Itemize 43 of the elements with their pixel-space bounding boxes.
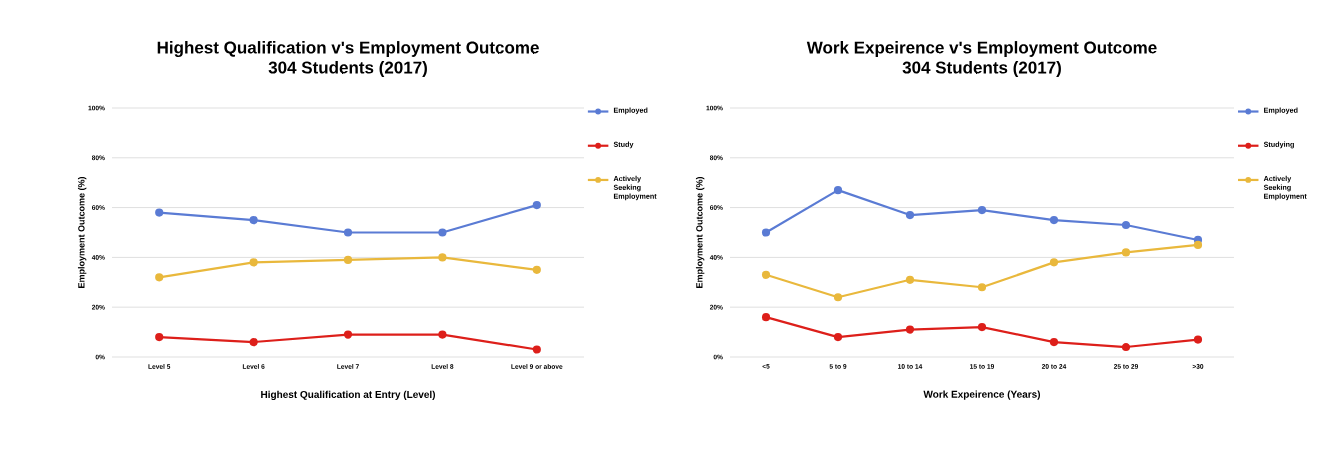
point (532, 345, 541, 354)
chart-title: Highest Qualification v's Employment Outcome (157, 41, 539, 58)
point (155, 208, 164, 217)
x-axis-title: Work Expeirence (Years) (923, 390, 1041, 400)
point (1049, 258, 1059, 267)
point (343, 255, 353, 264)
point (532, 265, 541, 274)
point (1049, 337, 1059, 347)
point (532, 201, 541, 210)
point (249, 337, 258, 347)
point (977, 283, 987, 292)
chart-title: Work Expeirence v's Employment Outcome (806, 41, 1157, 57)
point (1121, 342, 1131, 352)
point (833, 186, 843, 195)
point (343, 330, 353, 339)
point (249, 215, 258, 225)
point (155, 273, 164, 282)
point (1121, 220, 1131, 230)
point (977, 205, 987, 215)
point (761, 228, 771, 237)
point (833, 332, 843, 342)
point (1193, 335, 1203, 344)
y-axis-title: Employment Outcome (%) (695, 176, 705, 288)
y-axis-title: Employment Outcome (%) (77, 176, 87, 288)
point (977, 323, 987, 332)
point (833, 293, 843, 302)
point (1049, 215, 1059, 225)
point (438, 228, 447, 237)
point (905, 210, 915, 220)
point (1121, 248, 1131, 257)
point (343, 228, 353, 237)
point (155, 332, 164, 342)
point (438, 253, 447, 262)
chart-subtitle: 304 Students (2017) (268, 61, 427, 77)
point (905, 325, 915, 334)
chart-subtitle: 304 Students (2017) (902, 61, 1061, 77)
point (249, 258, 258, 267)
point (1193, 240, 1203, 250)
point (438, 330, 447, 339)
point (761, 270, 771, 279)
x-axis-title: Highest Qualification at Entry (Level) (261, 390, 436, 401)
point (761, 313, 771, 322)
point (905, 275, 915, 284)
